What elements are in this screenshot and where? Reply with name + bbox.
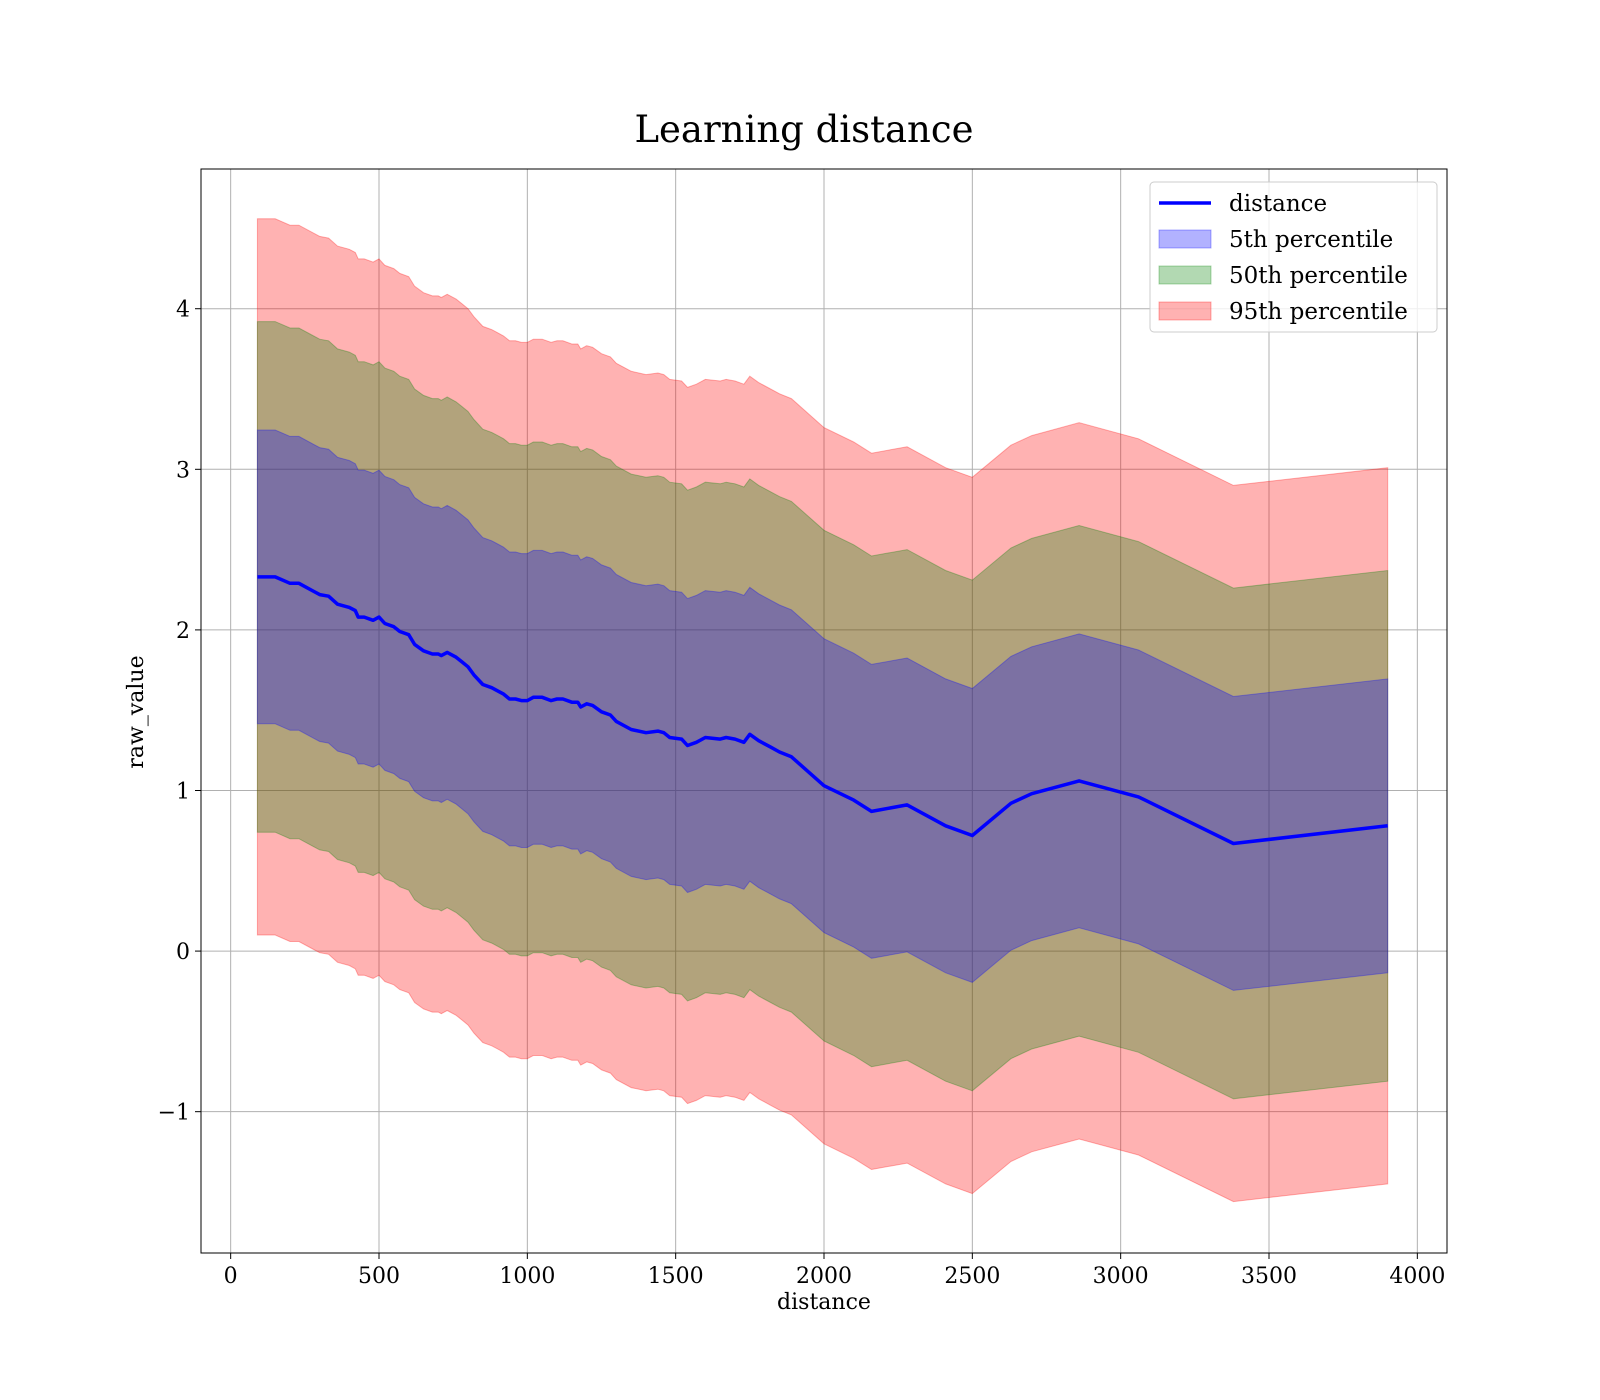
legend-patch-swatch <box>1158 265 1212 285</box>
band-95th-percentile <box>256 218 1389 1203</box>
band-5th-percentile <box>256 429 1389 991</box>
y-axis-label: raw_value <box>124 655 149 768</box>
x-tick-label: 2000 <box>796 1264 852 1289</box>
series-line-distance <box>257 575 1388 846</box>
legend-patch-swatch <box>1158 229 1212 249</box>
grid <box>201 169 1447 1253</box>
legend-label: 5th percentile <box>1229 227 1393 253</box>
x-tick-label: 1500 <box>648 1264 704 1289</box>
legend: distance 5th percentile 50th percentile 95t… <box>1149 181 1438 333</box>
axis-ticks: 0 500 1000 1500 2000 2500 3000 3500 4000 −1 0 1 2 3 4 <box>158 298 1446 1289</box>
legend-label: 95th percentile <box>1229 299 1408 325</box>
x-tick-label: 3500 <box>1241 1264 1297 1289</box>
legend-patch-swatch <box>1158 301 1212 321</box>
chart-title: Learning distance <box>634 108 973 151</box>
x-tick-label: 3000 <box>1093 1264 1149 1289</box>
x-axis-label: distance <box>777 1290 871 1315</box>
band-50th-percentile <box>256 321 1389 1100</box>
percentile-bands <box>256 218 1389 1203</box>
y-tick-label: 4 <box>176 298 190 323</box>
y-tick-label: 0 <box>176 940 190 965</box>
x-tick-label: 500 <box>358 1264 400 1289</box>
x-tick-label: 1000 <box>499 1264 555 1289</box>
x-tick-label: 0 <box>224 1264 238 1289</box>
y-tick-label: 2 <box>176 619 190 644</box>
legend-label: distance <box>1229 191 1327 217</box>
y-tick-label: 1 <box>176 779 190 804</box>
x-tick-label: 4000 <box>1389 1264 1445 1289</box>
y-tick-label: 3 <box>176 458 190 483</box>
series-lines <box>257 575 1388 846</box>
x-tick-label: 2500 <box>944 1264 1000 1289</box>
legend-frame <box>1149 181 1438 333</box>
legend-label: 50th percentile <box>1229 263 1408 289</box>
y-tick-label: −1 <box>158 1101 190 1126</box>
